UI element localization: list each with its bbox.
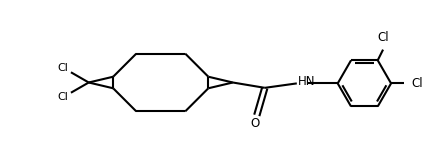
- Text: O: O: [251, 117, 260, 130]
- Text: HN: HN: [297, 75, 315, 88]
- Text: Cl: Cl: [411, 77, 423, 90]
- Text: Cl: Cl: [377, 31, 389, 44]
- Text: Cl: Cl: [57, 63, 68, 73]
- Text: Cl: Cl: [57, 92, 68, 102]
